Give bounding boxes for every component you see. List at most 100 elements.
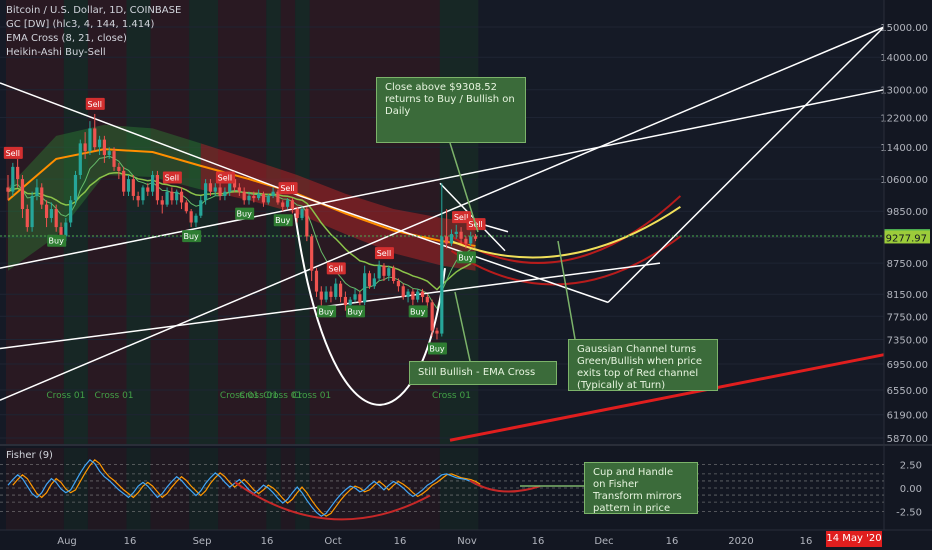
buy-signal: Buy	[346, 305, 366, 318]
candle-body	[290, 200, 294, 210]
candle-body	[78, 143, 82, 175]
candle	[141, 185, 145, 205]
buy-signal: Buy	[456, 251, 476, 264]
sell-signal: Sell	[374, 247, 394, 260]
candle	[11, 162, 15, 196]
candle-body	[425, 296, 429, 303]
candle-body	[16, 166, 20, 180]
signal-label: Sell	[165, 173, 179, 182]
candle-body	[126, 179, 131, 192]
candle	[199, 195, 203, 218]
candle-body	[430, 302, 434, 331]
note-cup-handle-line: on Fisher	[593, 479, 639, 490]
candle	[440, 183, 444, 337]
candle	[247, 191, 251, 205]
candle	[314, 268, 319, 297]
candle	[271, 187, 275, 199]
sell-signal: Sell	[326, 262, 346, 275]
price-axis-label: 7350.00	[887, 336, 928, 347]
price-tag	[884, 230, 930, 244]
buy-signal: Buy	[317, 305, 337, 318]
time-axis-label: 16	[800, 536, 813, 547]
candle-body	[102, 139, 106, 155]
buy-signal: Buy	[47, 234, 67, 247]
signal-box	[235, 207, 255, 220]
note-close-above-line: returns to Buy / Bullish on	[385, 94, 515, 105]
regime-zone	[126, 0, 151, 444]
candle-body	[30, 195, 34, 228]
candle-body	[261, 193, 266, 203]
signal-box	[456, 251, 476, 264]
date-badge: 14 May '20	[826, 531, 882, 547]
signal-label: Buy	[237, 210, 253, 219]
candle-body	[88, 128, 92, 152]
candle-body	[179, 191, 184, 203]
candle	[353, 288, 357, 303]
fisher-trigger-line	[12, 458, 481, 517]
candle	[445, 209, 449, 249]
candle	[184, 200, 188, 214]
buy-signal: Buy	[273, 214, 293, 227]
price-axis-label: 7750.00	[887, 312, 928, 323]
candle-body	[281, 202, 285, 207]
candle	[146, 183, 150, 196]
fisher-regime-zone	[218, 448, 267, 530]
candle	[204, 179, 208, 205]
candle	[295, 206, 299, 223]
candle-body	[247, 195, 251, 201]
candle-body	[141, 187, 145, 201]
fisher-pane	[0, 448, 884, 530]
candle-body	[199, 200, 203, 216]
candle	[78, 139, 82, 180]
candle	[319, 286, 323, 308]
sell-signal: Sell	[162, 171, 182, 184]
regime-zone	[87, 0, 127, 444]
signal-box	[326, 262, 346, 275]
candle	[367, 270, 372, 289]
note-gaussian-channel: Gaussian Channel turns Green/Bullish whe…	[568, 339, 718, 391]
candle	[242, 187, 246, 205]
signal-box	[3, 146, 23, 159]
candle-body	[44, 204, 49, 218]
candle-body	[213, 187, 217, 192]
note-still-bullish-line: Still Bullish - EMA Cross	[418, 367, 536, 378]
candle	[310, 234, 314, 282]
candle-body	[464, 238, 468, 244]
note-gaussian-line: (Typically at Turn)	[577, 380, 666, 391]
candle	[401, 283, 405, 300]
candle-body	[204, 183, 208, 201]
candle-body	[334, 283, 338, 297]
cross-label: Cross 01	[95, 391, 134, 401]
candle-body	[146, 187, 150, 192]
candle	[372, 273, 376, 289]
candle-body	[237, 187, 241, 192]
candle	[97, 135, 102, 155]
signal-label: Sell	[329, 264, 343, 273]
candle-body	[392, 268, 396, 282]
regime-zone	[6, 0, 64, 444]
price-axis-label: 8150.00	[887, 290, 928, 301]
note-gaussian-line: exits top of Red channel	[577, 368, 699, 379]
cross-label: Cross 01	[432, 391, 471, 401]
candle	[392, 265, 396, 284]
sell-signal: Sell	[3, 146, 23, 159]
signal-box	[317, 305, 337, 318]
candle-body	[107, 151, 111, 155]
price-axis-label: 6550.00	[887, 386, 928, 397]
note-still-bullish: Still Bullish - EMA Cross	[409, 361, 557, 385]
note-cup-handle-line: Transform mirrors	[593, 491, 682, 502]
price-axis-label: 12200.00	[880, 114, 928, 125]
candle	[473, 234, 478, 242]
annotation-connector	[454, 291, 471, 362]
candle	[257, 189, 261, 201]
sell-signal: Sell	[215, 171, 235, 184]
candle	[382, 263, 386, 282]
candle	[107, 147, 111, 159]
candle	[454, 224, 458, 239]
candle-body	[416, 291, 420, 300]
candle	[6, 174, 10, 201]
candle-body	[54, 209, 58, 228]
legend-line-gc: GC [DW] (hlc3, 4, 144, 1.414)	[6, 19, 155, 30]
signal-label: Sell	[88, 100, 102, 109]
candle-body	[459, 231, 463, 239]
